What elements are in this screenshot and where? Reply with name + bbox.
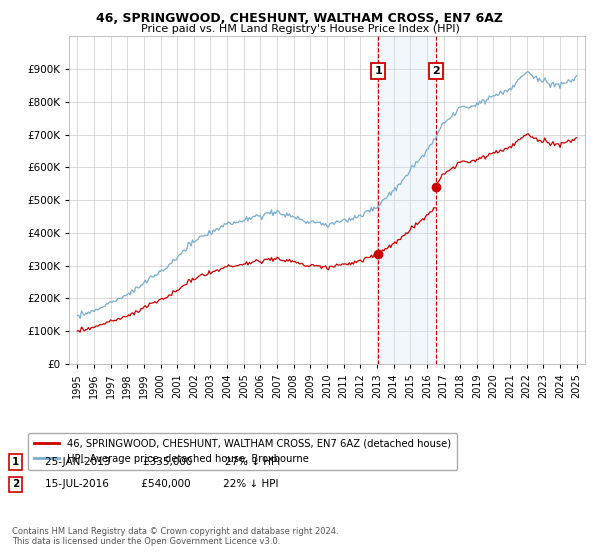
Text: 25-JAN-2013          £335,000          27% ↓ HPI: 25-JAN-2013 £335,000 27% ↓ HPI (45, 457, 280, 467)
Bar (378, 36, 436, 364)
Text: 2: 2 (432, 66, 440, 76)
Text: 15-JUL-2016          £540,000          22% ↓ HPI: 15-JUL-2016 £540,000 22% ↓ HPI (45, 479, 278, 489)
Text: 2: 2 (12, 479, 19, 489)
Text: 46, SPRINGWOOD, CHESHUNT, WALTHAM CROSS, EN7 6AZ: 46, SPRINGWOOD, CHESHUNT, WALTHAM CROSS,… (97, 12, 503, 25)
Legend: 46, SPRINGWOOD, CHESHUNT, WALTHAM CROSS, EN7 6AZ (detached house), HPI: Average : 46, SPRINGWOOD, CHESHUNT, WALTHAM CROSS,… (28, 433, 457, 470)
Text: Contains HM Land Registry data © Crown copyright and database right 2024.
This d: Contains HM Land Registry data © Crown c… (12, 526, 338, 546)
Text: Price paid vs. HM Land Registry's House Price Index (HPI): Price paid vs. HM Land Registry's House … (140, 24, 460, 34)
Text: 1: 1 (12, 457, 19, 467)
Text: 1: 1 (374, 66, 382, 76)
